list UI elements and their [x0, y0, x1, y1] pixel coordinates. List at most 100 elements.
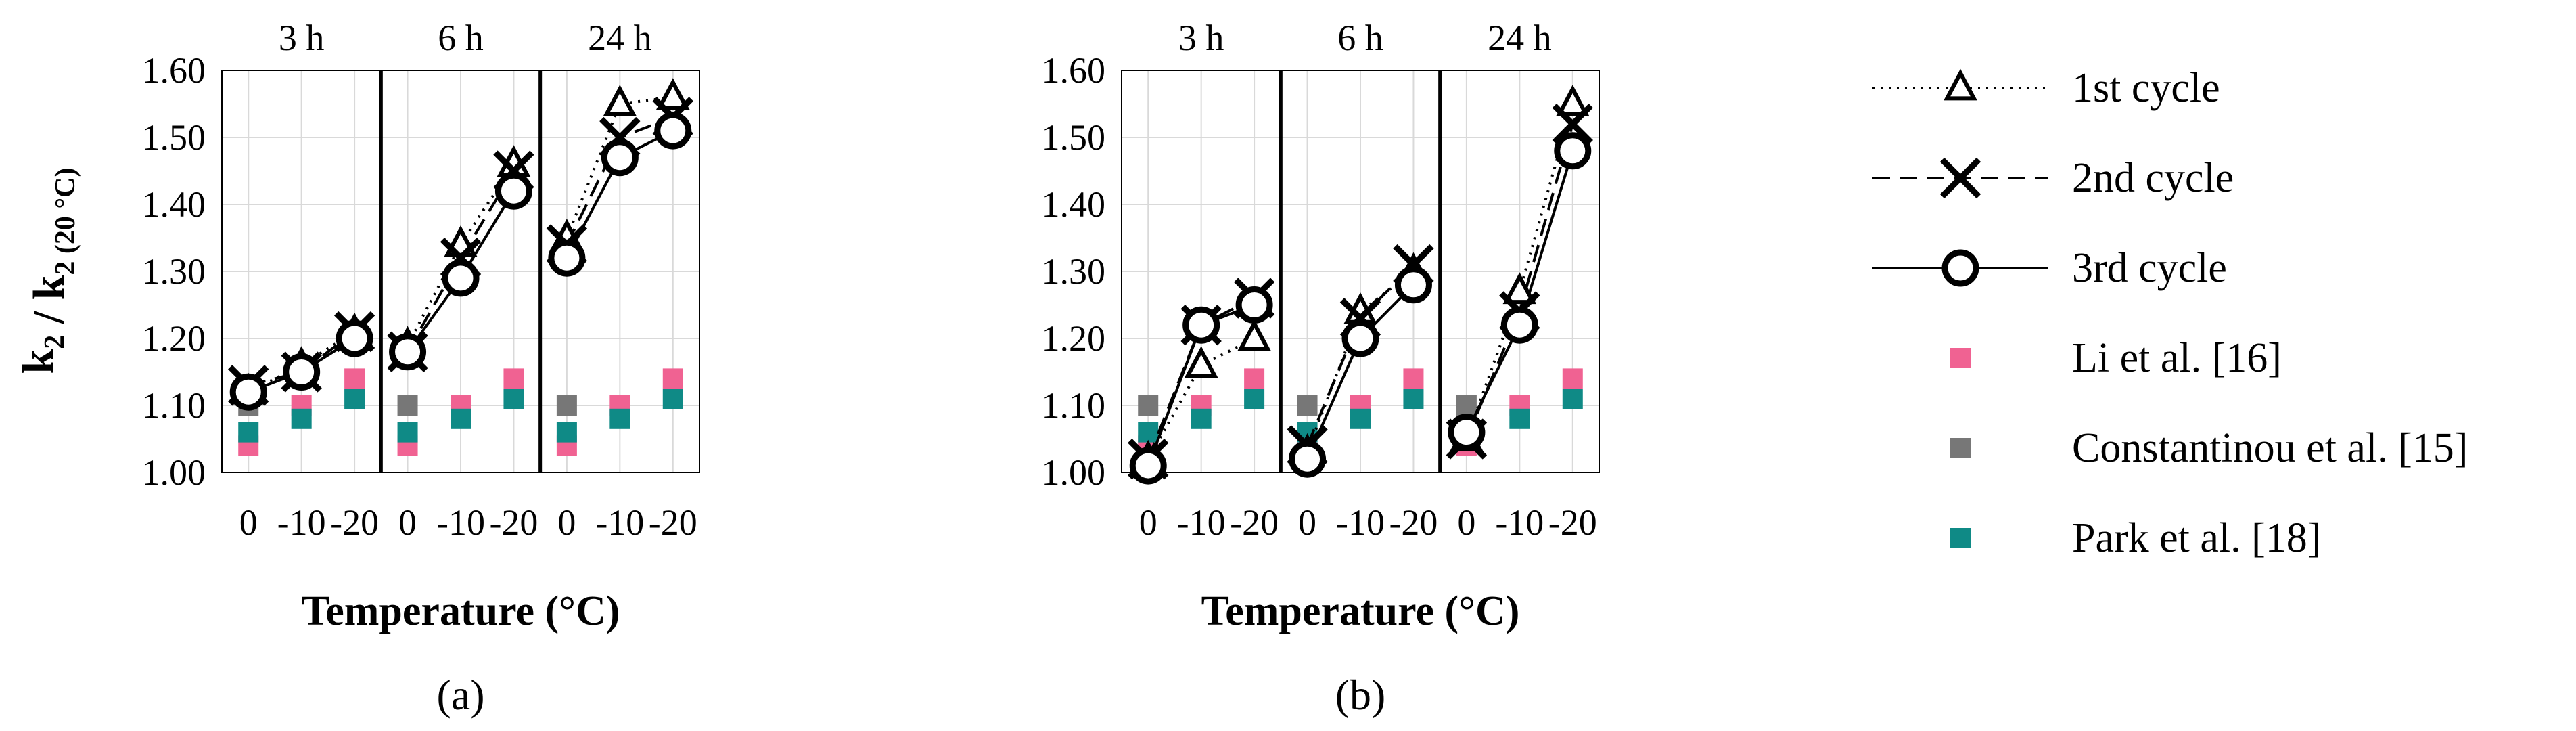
group-title: 3 h [1178, 18, 1224, 58]
y-tick-label: 1.30 [142, 251, 206, 292]
reference-point [556, 395, 577, 416]
data-point [1289, 440, 1327, 478]
x-tick-label: -20 [1548, 502, 1597, 543]
x-tick-label: 0 [1457, 502, 1475, 543]
panel-b: 1.001.101.201.301.401.501.603 h0 -10 -206 … [1042, 18, 1600, 719]
data-point [1394, 266, 1432, 304]
y-tick-label: 1.00 [1042, 452, 1106, 493]
data-point [229, 373, 267, 411]
reference-point [1138, 422, 1159, 443]
data-point [1182, 306, 1220, 344]
y-tick-label: 1.00 [142, 452, 206, 493]
legend-label: 2nd cycle [2072, 155, 2234, 201]
legend-marker [1939, 157, 1981, 199]
reference-point [556, 422, 577, 443]
x-tick-label: -20 [330, 502, 379, 543]
reference-point [503, 368, 524, 389]
x-tick-label: 0 [398, 502, 417, 543]
group-title: 3 h [279, 18, 325, 58]
data-point [1235, 286, 1273, 324]
plot-frame [1121, 70, 1600, 473]
x-tick-label: -20 [1230, 502, 1279, 543]
x-axis-title: Temperature (°C) [302, 588, 620, 634]
reference-point [1403, 368, 1424, 389]
reference-point [1509, 408, 1530, 429]
y-tick-label: 1.10 [1042, 385, 1106, 426]
legend-marker [1944, 68, 1977, 101]
y-axis-title-text: k2 / k2 (20 °C) [14, 168, 81, 374]
data-point [1502, 272, 1537, 305]
y-tick-label: 1.30 [1042, 251, 1106, 292]
legend-marker [1941, 249, 1979, 287]
x-tick-label: -10 [595, 502, 644, 543]
y-label-part: k [14, 349, 63, 374]
x-tick-label: -20 [649, 502, 697, 543]
data-point [603, 85, 637, 116]
x-tick-label: -10 [1336, 502, 1385, 543]
data-point [1448, 414, 1486, 451]
data-point [1341, 319, 1379, 357]
x-tick-label: -10 [1177, 502, 1226, 543]
x-tick-label: 0 [1298, 502, 1316, 543]
marker-stroke [1552, 104, 1593, 145]
x-tick-label: -10 [277, 502, 326, 543]
series-line [1147, 337, 1256, 460]
legend-label: 1st cycle [2072, 65, 2220, 111]
reference-point [1138, 395, 1159, 416]
reference-point [451, 408, 471, 429]
data-point [654, 112, 692, 150]
reference-point [1350, 408, 1371, 429]
x-tick-label: -20 [1389, 502, 1438, 543]
reference-point [662, 389, 683, 409]
y-label-subscript: 2 (20 °C) [50, 168, 81, 275]
legend-label: Constantinou et al. [15] [2072, 425, 2468, 471]
panel-a: 1.001.101.201.301.401.501.603 h0 -10 -206 … [142, 18, 700, 719]
data-point [656, 78, 690, 110]
data-point [442, 259, 480, 297]
data-point [1555, 85, 1590, 116]
plot-frame [221, 70, 700, 473]
x-tick-label: 0 [557, 502, 576, 543]
x-tick-label: -10 [1495, 502, 1544, 543]
x-tick-label: 0 [1139, 502, 1157, 543]
x-tick-label: 0 [239, 502, 258, 543]
group-title: 24 h [1488, 18, 1552, 58]
marker-stroke [1939, 157, 1981, 199]
reference-point [344, 389, 365, 409]
group-title: 24 h [588, 18, 652, 58]
legend-label: 3rd cycle [2072, 245, 2227, 291]
reference-point [344, 368, 365, 389]
legend-swatch [1950, 348, 1971, 368]
y-tick-label: 1.10 [142, 385, 206, 426]
y-tick-label: 1.40 [1042, 184, 1106, 225]
legend-swatch [1950, 528, 1971, 548]
y-tick-label: 1.60 [142, 50, 206, 91]
reference-point [397, 422, 418, 443]
data-point [336, 319, 373, 357]
reference-point [291, 408, 312, 429]
y-tick-label: 1.20 [1042, 318, 1106, 359]
y-tick-label: 1.40 [142, 184, 206, 225]
y-axis-title: k2 / k2 (20 °C) [14, 168, 81, 374]
reference-point [1297, 395, 1318, 416]
y-label-part: / k [24, 275, 74, 334]
reference-point [610, 408, 630, 429]
reference-point [1403, 389, 1424, 409]
legend-label: Li et al. [16] [2072, 335, 2282, 381]
x-tick-label: -10 [436, 502, 485, 543]
x-axis-title: Temperature (°C) [1201, 588, 1520, 634]
reference-point [238, 422, 259, 443]
reference-point [503, 389, 524, 409]
data-point [1554, 132, 1592, 170]
data-point [1237, 319, 1271, 351]
legend-label: Park et al. [18] [2072, 515, 2321, 561]
data-point [548, 239, 586, 277]
y-tick-label: 1.50 [1042, 117, 1106, 158]
data-point [1184, 346, 1218, 378]
data-point [495, 172, 532, 210]
panel-label: (a) [436, 671, 484, 719]
legend: 1st cycle 2nd cycle 3rd cycle Li et al. [16… [1872, 65, 2468, 561]
data-point [1552, 104, 1593, 145]
reference-point [1244, 389, 1265, 409]
